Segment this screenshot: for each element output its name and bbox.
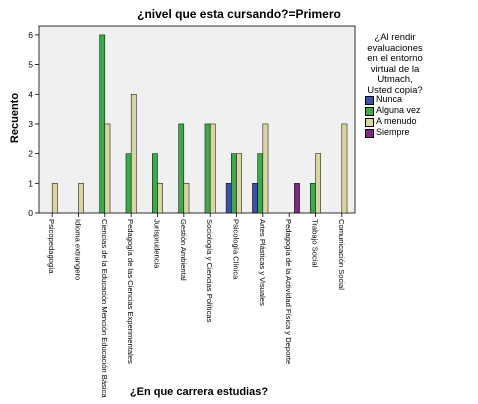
bar [209, 123, 216, 214]
bar [130, 94, 137, 214]
legend-label: Nunca [376, 94, 403, 104]
x-tick-label: Comunicación Social [337, 219, 346, 290]
x-tick-label: Jurisprudencia [153, 219, 162, 269]
legend-swatch [365, 96, 374, 105]
y-tick-label: 2 [28, 149, 33, 159]
legend-title-line: Usted copia? [367, 84, 423, 96]
y-axis-label: Recuento [9, 92, 21, 144]
plot-background [38, 25, 356, 214]
x-tick-label: Pedagogía de la Actividad Física y Depor… [284, 219, 293, 364]
x-tick-label: Trabajo Social [311, 219, 320, 268]
legend-title-line: evaluaciones [367, 42, 423, 54]
y-tick-label: 6 [28, 30, 33, 40]
legend-swatch [365, 107, 374, 116]
bar [315, 153, 321, 214]
bar [341, 123, 348, 214]
legend-title: ¿Al rendir evaluaciones en el entorno vi… [356, 32, 434, 96]
x-tick-label: Psicología Clínica [232, 219, 241, 280]
y-tick-label: 1 [28, 178, 33, 188]
x-tick-label: Psicopedagogía [47, 219, 56, 274]
y-tick-label: 0 [28, 208, 33, 218]
bar [157, 183, 163, 214]
bar [310, 183, 316, 214]
legend-title-line: virtual de la [370, 63, 420, 75]
bar [78, 183, 84, 214]
chart-title: ¿nivel que esta cursando?=Primero [137, 7, 341, 21]
bar [99, 34, 106, 214]
y-tick-label: 5 [28, 60, 33, 70]
legend-label: A menudo [376, 116, 417, 126]
y-tick-label: 3 [28, 119, 33, 129]
x-tick-label: Gestión Ambiental [179, 219, 188, 281]
bar [204, 123, 211, 214]
bar [125, 153, 132, 214]
bar [178, 123, 185, 214]
x-tick-label: Pedagogía de las Ciencias Experimentales [126, 219, 135, 364]
legend-swatch [365, 129, 374, 138]
legend-title-line: ¿Al rendir [374, 32, 416, 43]
bar [231, 153, 237, 214]
x-tick-label: Sociología y Ciencias Políticas [205, 219, 214, 323]
bar [262, 123, 269, 214]
bar [236, 153, 242, 214]
x-tick-label: Idioma extrangero [74, 219, 83, 280]
bar [152, 153, 158, 214]
bar [257, 153, 264, 214]
x-tick-label: Artes Plásticas y Visuales [258, 219, 267, 306]
x-axis-label: ¿En que carrera estudias? [129, 386, 269, 398]
bar [183, 183, 190, 214]
bar [294, 183, 300, 214]
x-tick-label: Ciencias de la Educación Mención Educaci… [100, 219, 109, 398]
legend-title-line: Utmach, [377, 74, 413, 85]
y-tick-label: 4 [28, 89, 33, 99]
bar [252, 183, 258, 214]
legend-label: Siempre [376, 127, 410, 137]
bar [104, 123, 111, 214]
legend-swatch [365, 118, 374, 127]
bar [225, 183, 232, 214]
legend-title-line: en el entorno [367, 53, 423, 64]
legend-label: Alguna vez [376, 105, 421, 115]
bar [51, 183, 58, 214]
